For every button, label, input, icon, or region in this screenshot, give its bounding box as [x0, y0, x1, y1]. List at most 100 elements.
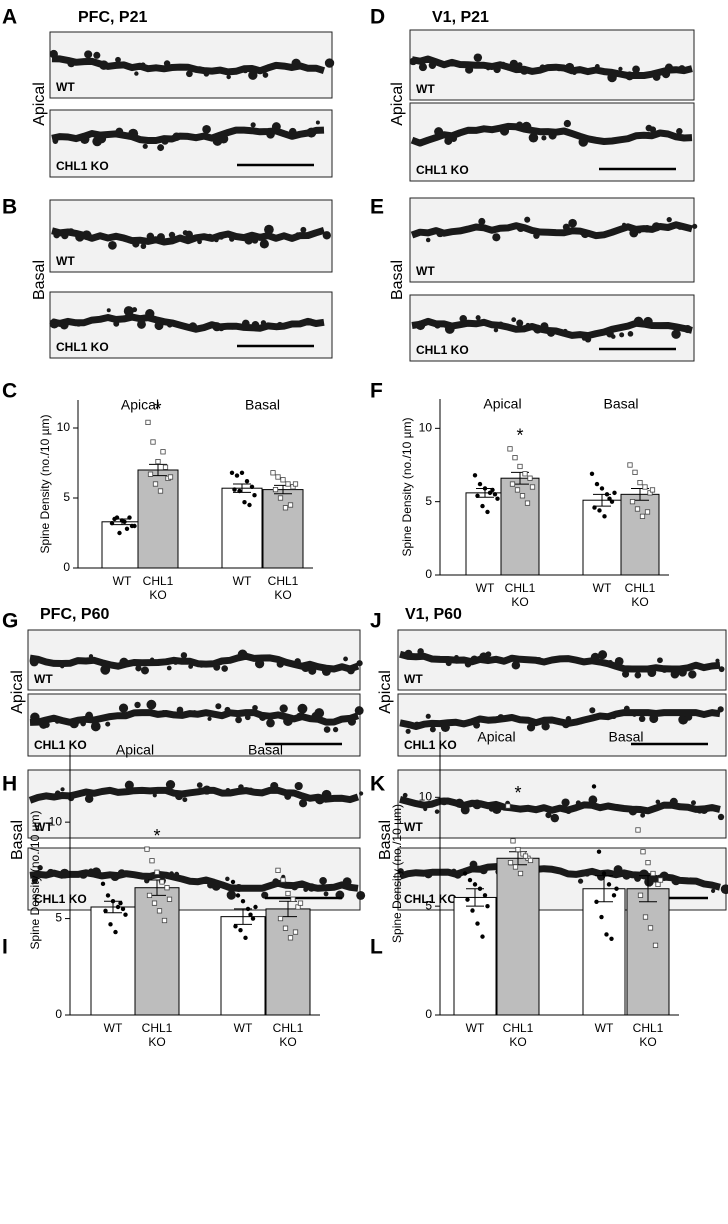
spine [202, 125, 211, 134]
bar [465, 492, 505, 576]
data-point [250, 916, 256, 921]
spine [226, 890, 236, 900]
spine [418, 63, 428, 72]
dendrite [410, 221, 693, 240]
data-point [505, 803, 511, 809]
spine [134, 701, 141, 709]
data-point [247, 502, 252, 508]
spine [259, 239, 269, 249]
data-point [127, 515, 132, 520]
spine [135, 665, 142, 672]
x-tick-label: CHL1 KO [504, 581, 536, 609]
bar [453, 896, 497, 1016]
data-point [640, 849, 646, 855]
data-point [644, 509, 651, 515]
spine [720, 884, 728, 895]
spine [298, 799, 308, 808]
spine [688, 670, 697, 679]
spine [140, 243, 147, 250]
spine [473, 53, 483, 62]
x-tick-label: WT [592, 581, 612, 595]
dendrite [411, 317, 693, 340]
spine [324, 58, 335, 68]
spine [323, 726, 331, 733]
x-tick-label: CHL1 KO [141, 1021, 173, 1049]
data-point [596, 849, 602, 854]
dendrite [51, 126, 325, 144]
panel-letter: H [2, 773, 17, 796]
spine [165, 779, 176, 790]
y-tick-label: 10 [57, 420, 71, 434]
y-tick-label: 0 [55, 1007, 62, 1021]
data-point [157, 488, 164, 494]
data-point [290, 896, 296, 902]
data-point [509, 481, 516, 487]
panel-title: PFC, P60 [40, 606, 109, 623]
spine [207, 716, 212, 721]
micrograph [27, 769, 361, 839]
data-point [609, 936, 614, 942]
spine [93, 51, 101, 59]
dendrite [51, 313, 325, 333]
x-tick-label: CHL1 KO [142, 574, 174, 602]
dendrite [411, 55, 693, 79]
bar [582, 888, 626, 1016]
data-point [287, 502, 294, 508]
spine [343, 656, 348, 662]
data-point [507, 446, 513, 452]
x-tick-label: WT [594, 1021, 614, 1035]
spine [134, 71, 139, 76]
data-point [472, 882, 478, 887]
data-point [144, 846, 150, 852]
data-point [105, 893, 111, 898]
data-point [275, 474, 281, 480]
image-label: CHL1 KO [34, 738, 87, 752]
panel-letter: F [370, 380, 383, 403]
data-point [527, 475, 533, 481]
x-tick-label: WT [465, 1021, 485, 1035]
spine [84, 50, 93, 59]
spine [196, 782, 203, 788]
y-tick-label: 10 [419, 421, 433, 435]
data-point [519, 493, 526, 499]
data-point [515, 846, 521, 853]
data-point [243, 935, 248, 941]
data-point [282, 925, 289, 931]
bar [262, 489, 304, 569]
spine [577, 878, 584, 884]
data-point [475, 493, 480, 498]
data-point [118, 900, 123, 906]
spine [563, 119, 572, 128]
side-label: Basal [31, 260, 48, 300]
dendrite [29, 709, 360, 726]
x-tick-label: CHL1 KO [267, 574, 299, 602]
data-point [517, 870, 524, 877]
data-point [635, 827, 641, 833]
spine [300, 226, 307, 233]
data-point [485, 903, 490, 909]
spine [225, 876, 230, 882]
image-label: WT [416, 264, 435, 278]
spine [434, 809, 440, 814]
data-point [594, 899, 599, 904]
spine [425, 713, 431, 719]
data-point [292, 929, 299, 935]
data-point [229, 470, 235, 475]
panel-letter: J [370, 610, 382, 633]
data-point [522, 471, 528, 477]
spine [649, 126, 657, 133]
spine [297, 703, 308, 714]
image-label: CHL1 KO [404, 738, 457, 752]
data-point [122, 519, 127, 524]
y-axis-label: Spine Density (no./10 µm) [38, 415, 52, 554]
y-axis-label: Spine Density (no./10 µm) [28, 811, 42, 950]
data-point [490, 487, 495, 493]
data-point [115, 904, 121, 910]
data-point [112, 516, 117, 522]
dendrite [399, 709, 721, 730]
spine [524, 216, 531, 223]
data-point [161, 917, 168, 924]
spine [124, 780, 134, 790]
data-point [601, 871, 607, 876]
group-label: Apical [483, 396, 521, 412]
